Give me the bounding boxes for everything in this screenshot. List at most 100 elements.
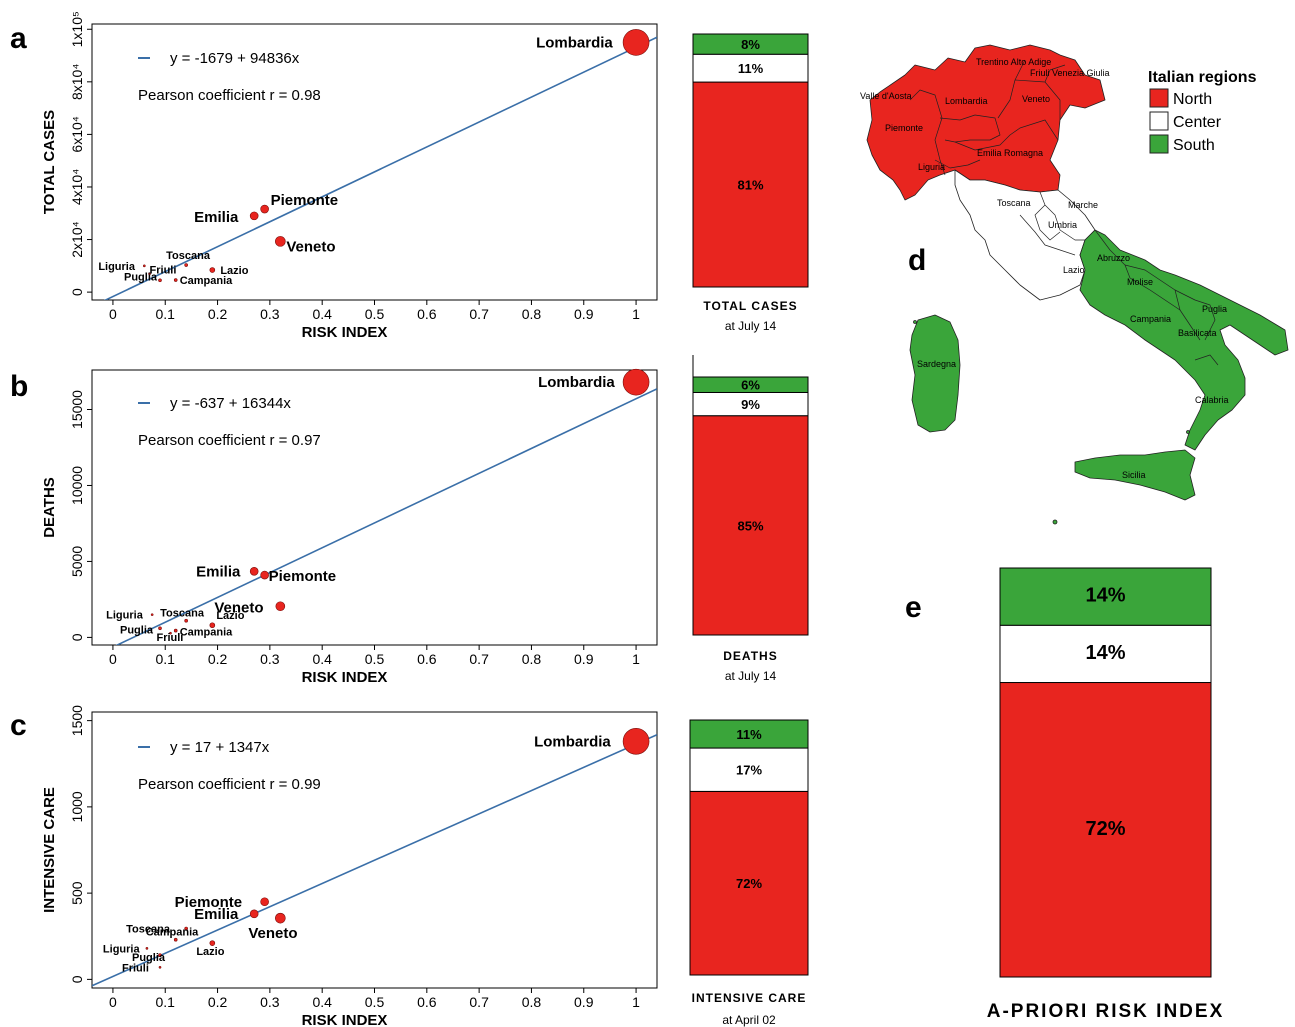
data-point-campania — [173, 628, 178, 633]
point-label-veneto: Veneto — [248, 925, 297, 942]
x-tick-label: 1 — [632, 651, 640, 667]
bar-segment-label: 11% — [738, 61, 764, 76]
y-tick-label: 0 — [69, 633, 85, 641]
point-label-lazio: Lazio — [220, 265, 248, 277]
x-tick-label: 0.4 — [312, 994, 332, 1010]
data-point-veneto — [275, 601, 286, 612]
pearson-coefficient: Pearson coefficient r = 0.99 — [138, 776, 321, 793]
map-label-sardegna: Sardegna — [917, 359, 956, 369]
map-label-liguria: Liguria — [918, 162, 945, 172]
scatter-chart-deaths: 0 0.1 0.2 0.3 0.4 0.5 0.6 0.7 0.8 0.9 1 0 5000 10000 1… — [41, 368, 658, 686]
point-label-veneto: Veneto — [214, 599, 263, 616]
x-tick-label: 0 — [109, 306, 117, 322]
legend-swatch-center — [1149, 111, 1169, 131]
map-island — [1052, 519, 1058, 525]
bar-segment-label: 14% — [1085, 642, 1125, 664]
y-tick-label: 0 — [69, 288, 85, 296]
data-point-campania — [173, 278, 178, 282]
bar-title: INTENSIVE CARE — [692, 991, 807, 1005]
panel-letter-a: a — [10, 22, 27, 55]
x-tick-label: 0.6 — [417, 651, 437, 667]
bar-title: TOTAL CASES — [703, 299, 797, 313]
regression-equation: y = -637 + 16344x — [170, 395, 291, 412]
x-axis-title: RISK INDEX — [302, 1012, 388, 1027]
data-point-puglia — [158, 278, 162, 283]
point-label-puglia: Puglia — [132, 952, 166, 964]
x-tick-label: 0.3 — [260, 651, 280, 667]
data-point-lombardia — [622, 368, 650, 396]
regression-line — [103, 36, 657, 300]
map-label-toscana: Toscana — [997, 198, 1031, 208]
data-point-toscana — [184, 263, 188, 267]
map-label-sicilia: Sicilia — [1122, 470, 1146, 480]
pearson-coefficient: Pearson coefficient r = 0.98 — [138, 87, 321, 104]
bar-subtitle: at July 14 — [725, 319, 777, 333]
legend-swatch-south — [1149, 134, 1169, 154]
x-tick-label: 0.1 — [156, 651, 176, 667]
bar-segment-label: 9% — [741, 397, 760, 412]
legend-label-south: South — [1173, 137, 1215, 154]
bar-segment-label: 85% — [737, 518, 763, 533]
map-label-puglia: Puglia — [1202, 304, 1227, 314]
legend-label-north: North — [1173, 91, 1212, 108]
map-label-lombardia: Lombardia — [945, 96, 988, 106]
point-label-friuli: Friuli — [150, 265, 177, 277]
pearson-coefficient: Pearson coefficient r = 0.97 — [138, 432, 321, 449]
map-label-emilia: Emilia Romagna — [977, 148, 1043, 158]
data-point-piemonte — [260, 897, 269, 907]
y-tick-label: 5000 — [69, 546, 85, 577]
stacked-bar-intensive-care: 72% 17% 11% INTENSIVE CARE at April 02 — [689, 719, 809, 1027]
point-label-veneto: Veneto — [286, 238, 335, 255]
map-region-south — [1079, 229, 1289, 451]
bar-segment-label: 11% — [736, 727, 762, 742]
bar-segment-label: 6% — [741, 378, 760, 393]
point-label-emilia: Emilia — [194, 906, 239, 923]
point-label-puglia: Puglia — [120, 624, 154, 636]
bar-title: DEATHS — [723, 649, 777, 663]
x-axis-title: RISK INDEX — [302, 324, 388, 341]
panel-letter-d: d — [908, 244, 926, 277]
bar-segment-label: 72% — [736, 876, 762, 891]
x-tick-label: 0.6 — [417, 306, 437, 322]
y-axis-title: TOTAL CASES — [41, 110, 58, 214]
x-tick-label: 0.7 — [469, 306, 489, 322]
point-label-liguria: Liguria — [98, 261, 136, 273]
data-point-emilia — [249, 909, 259, 919]
map-label-friuli: Friuli Venezia Giulia — [1030, 68, 1110, 78]
y-tick-label: 0 — [69, 975, 85, 983]
y-tick-label: 15000 — [69, 390, 85, 429]
map-region-sicilia — [1074, 449, 1196, 501]
regression-equation: y = -1679 + 94836x — [170, 50, 300, 67]
panel-letter-c: c — [10, 709, 27, 742]
regression-line — [115, 388, 657, 645]
x-tick-label: 0.7 — [469, 994, 489, 1010]
map-label-marche: Marche — [1068, 200, 1098, 210]
x-tick-label: 1 — [632, 994, 640, 1010]
x-tick-label: 0.3 — [260, 994, 280, 1010]
bar-segment-north — [999, 682, 1212, 978]
x-tick-label: 0.8 — [522, 651, 542, 667]
bar-segment-label: 81% — [737, 178, 763, 193]
data-point-veneto — [275, 912, 286, 924]
map-label-trentino: Trentino Alto Adige — [976, 57, 1051, 67]
x-tick-label: 0.5 — [365, 306, 385, 322]
map-label-lazio: Lazio — [1063, 265, 1085, 275]
point-label-piemonte: Piemonte — [175, 894, 243, 911]
x-tick-label: 0.7 — [469, 651, 489, 667]
point-label-lombardia: Lombardia — [536, 34, 613, 51]
bar-segment-label: 72% — [1085, 818, 1125, 840]
y-axis-title: INTENSIVE CARE — [41, 787, 58, 913]
x-tick-label: 0.1 — [156, 994, 176, 1010]
map-labels: Valle d'Aosta Piemonte Lombardia Trentin… — [860, 57, 1229, 480]
y-tick-label: 6x10⁴ — [69, 116, 85, 152]
y-tick-label: 10000 — [69, 466, 85, 505]
data-point-lazio — [209, 267, 216, 273]
x-tick-label: 1 — [632, 306, 640, 322]
data-point-puglia — [158, 626, 162, 631]
map-legend-title: Italian regions — [1148, 69, 1257, 86]
data-point-toscana — [184, 926, 188, 931]
point-label-friuli: Friuli — [156, 632, 183, 644]
panel-letter-b: b — [10, 370, 28, 403]
map-north-borders — [909, 59, 1066, 176]
